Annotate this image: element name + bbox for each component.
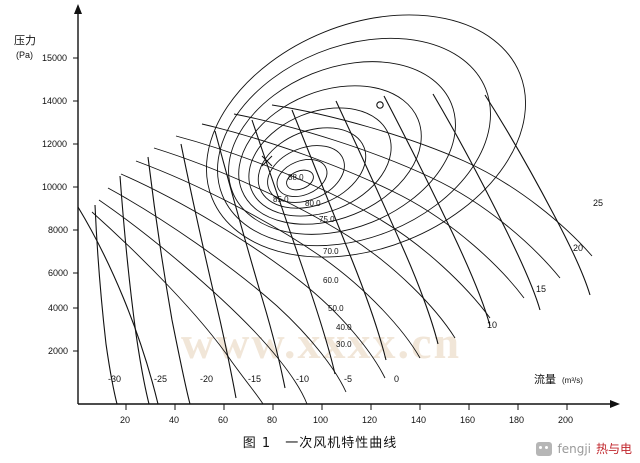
- y-axis-title-line1: 压力: [14, 34, 36, 47]
- x-tick-label: 160: [460, 415, 475, 425]
- blade-angle-labels: -30 -25 -20 -15 -10 -5 0 10 15 20 25: [108, 198, 603, 384]
- efficiency-label: 85.0: [273, 195, 289, 204]
- efficiency-label: 30.0: [336, 340, 352, 349]
- x-axis-title-text: 流量: [534, 372, 556, 386]
- y-tick-label: 10000: [42, 182, 67, 192]
- credit-suffix: 热与电: [595, 442, 632, 456]
- angle-label: -30: [108, 374, 121, 384]
- wechat-credit: fengji 热与电: [536, 440, 632, 457]
- y-axis-ticks: [73, 57, 78, 352]
- y-tick-label: 15000: [42, 53, 67, 63]
- y-tick-label: 14000: [42, 96, 67, 106]
- efficiency-label: 88.0: [288, 173, 304, 182]
- angle-label: 0: [394, 374, 399, 384]
- angle-label: 20: [573, 243, 583, 253]
- wechat-icon: [536, 441, 553, 456]
- angle-label: 25: [593, 198, 603, 208]
- pressure-flow-curves: [77, 104, 593, 405]
- y-axis-title: 压力 (Pa): [14, 34, 36, 60]
- angle-label: -5: [344, 374, 352, 384]
- efficiency-labels: 88.0 85.0 80.0 75.0 70.0 60.0 50.0 40.0 …: [273, 173, 352, 349]
- y-tick-label: 4000: [48, 303, 68, 313]
- x-axis-title-unit: (m³/s): [562, 376, 583, 385]
- efficiency-contours: [206, 14, 526, 258]
- efficiency-label: 60.0: [323, 276, 339, 285]
- operating-point: [261, 155, 273, 167]
- y-axis-title-line2: (Pa): [16, 50, 33, 60]
- x-tick-label: 140: [411, 415, 426, 425]
- x-tick-label: 20: [120, 415, 130, 425]
- y-tick-label: 12000: [42, 139, 67, 149]
- credit-prefix: fengji: [557, 441, 591, 456]
- blade-angle-curves: [94, 93, 591, 405]
- angle-label: -20: [200, 374, 213, 384]
- angle-label: -15: [248, 374, 261, 384]
- operating-points: [261, 101, 384, 167]
- figure-caption: 图 1 一次风机特性曲线: [242, 436, 398, 451]
- x-tick-label: 60: [218, 415, 228, 425]
- x-tick-label: 100: [313, 415, 328, 425]
- angle-label: 10: [487, 320, 497, 330]
- angle-label: -10: [296, 374, 309, 384]
- efficiency-label: 75.0: [319, 215, 335, 224]
- x-tick-label: 40: [169, 415, 179, 425]
- y-tick-label: 2000: [48, 346, 68, 356]
- efficiency-label: 50.0: [328, 304, 344, 313]
- angle-label: -25: [154, 374, 167, 384]
- x-tick-label: 80: [267, 415, 277, 425]
- efficiency-label: 40.0: [336, 323, 352, 332]
- y-tick-label: 8000: [48, 225, 68, 235]
- angle-label: 15: [536, 284, 546, 294]
- x-tick-label: 180: [509, 415, 524, 425]
- x-axis-tick-labels: 20 40 60 80 100 120 140 160 180 200: [120, 415, 573, 425]
- x-tick-label: 120: [362, 415, 377, 425]
- y-axis-tick-labels: 15000 14000 12000 10000 8000 6000 4000 2…: [42, 53, 68, 356]
- efficiency-label: 80.0: [305, 199, 321, 208]
- efficiency-label: 70.0: [323, 247, 339, 256]
- x-axis-title: 流量 (m³/s): [534, 372, 583, 386]
- x-tick-label: 200: [558, 415, 573, 425]
- operating-point: [376, 101, 384, 109]
- x-axis-ticks: [125, 404, 568, 410]
- y-tick-label: 6000: [48, 268, 68, 278]
